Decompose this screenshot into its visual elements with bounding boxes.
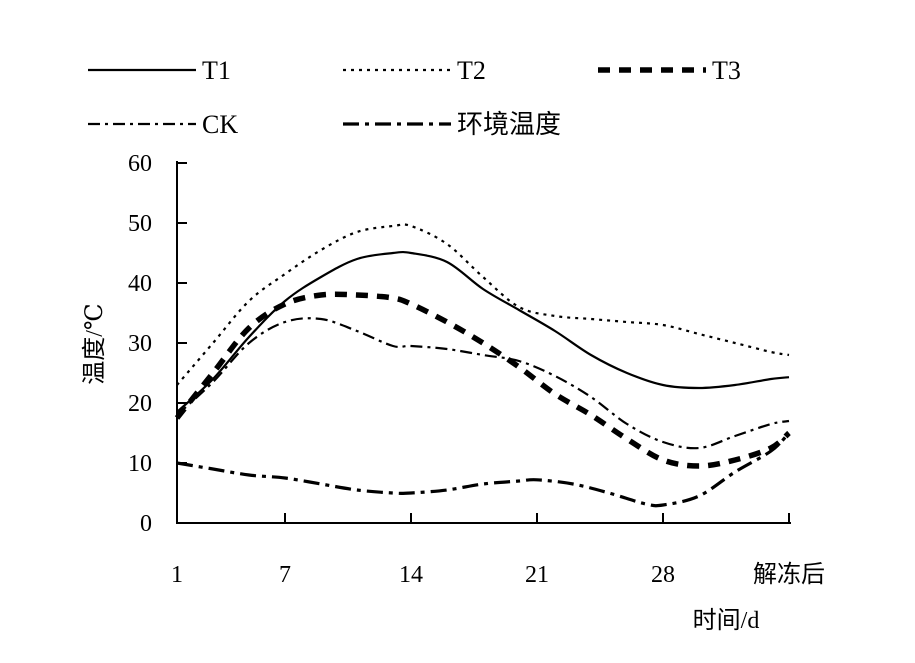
y-ticks: 0 10 20 30 40 50 60 (128, 151, 187, 537)
series-line-T2 (176, 223, 790, 386)
legend-label-T2: T2 (457, 56, 486, 85)
legend-label-CK: CK (202, 110, 238, 139)
x-axis-title: 时间/d (693, 607, 760, 634)
series-line-T3 (174, 291, 791, 469)
y-axis-title: 温度/℃ (81, 303, 108, 385)
series-line-T1 (176, 250, 790, 413)
y-tick-label: 20 (128, 391, 152, 417)
legend: T1 T2 T3 CK 环境温度 (88, 56, 741, 139)
x-tick-label: 解冻后 (753, 561, 825, 588)
series-line-环境温度 (176, 431, 791, 508)
y-tick-label: 30 (128, 331, 152, 357)
plot-area (174, 223, 791, 508)
x-ticks: 1 7 14 21 28 解冻后 (171, 513, 825, 588)
x-tick-label: 7 (279, 562, 291, 588)
x-tick-label: 14 (399, 562, 423, 588)
x-tick-label: 21 (525, 562, 549, 588)
x-tick-label: 28 (651, 562, 675, 588)
y-tick-label: 50 (128, 211, 152, 237)
y-tick-label: 40 (128, 271, 152, 297)
legend-label-环境温度: 环境温度 (457, 110, 561, 139)
x-tick-label: 1 (171, 562, 183, 588)
legend-label-T1: T1 (202, 56, 231, 85)
series-line-CK (176, 317, 790, 450)
legend-label-T3: T3 (712, 56, 741, 85)
y-tick-label: 0 (140, 511, 152, 537)
y-tick-label: 60 (128, 151, 152, 177)
y-tick-label: 10 (128, 451, 152, 477)
